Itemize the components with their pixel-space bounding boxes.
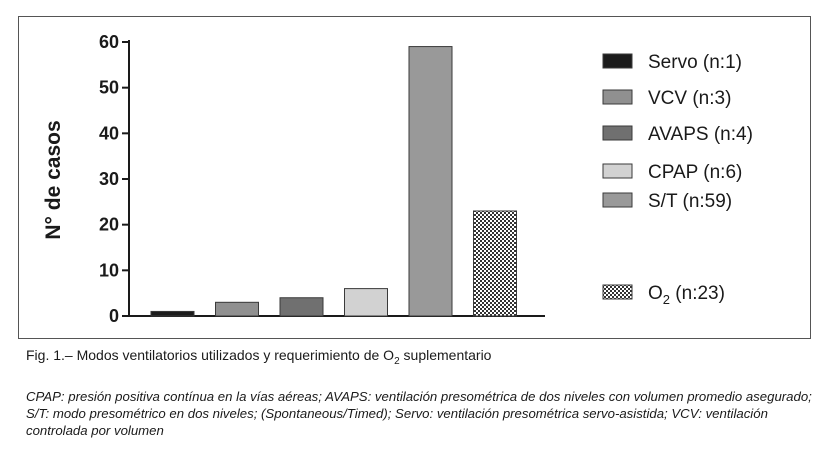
bar: [150, 310, 195, 317]
legend-swatch: [602, 163, 633, 179]
legend-label: O2 (n:23): [648, 283, 725, 307]
bars: [150, 46, 517, 317]
y-tick-label: 20: [99, 215, 119, 235]
legend: Servo (n:1) VCV (n:3) AVAPS (n:4) CPAP (n:6…: [602, 52, 753, 307]
y-tick-label: 0: [109, 306, 119, 326]
legend-swatch: [602, 125, 633, 141]
y-axis-label: N° de casos: [42, 120, 65, 239]
y-tick-label: 50: [99, 78, 119, 98]
bar: [408, 46, 453, 317]
legend-swatch: [602, 192, 633, 208]
legend-label: S/T (n:59): [648, 191, 732, 212]
bar: [215, 301, 259, 317]
bar: [344, 288, 388, 317]
legend-swatch: [602, 53, 633, 69]
legend-label: Servo (n:1): [648, 52, 742, 73]
bar-chart: N° de casos 0 10 20 30 40 50 60 Servo (n:1) VCV…: [42, 32, 753, 326]
figure-caption: Fig. 1.– Modos ventilatorios utilizados …: [26, 347, 492, 367]
abbreviations-note: CPAP: presión positiva contínua en la ví…: [26, 389, 812, 438]
legend-swatch: [602, 284, 633, 300]
bar: [473, 210, 517, 317]
legend-swatch: [602, 89, 633, 105]
y-tick-label: 10: [99, 260, 119, 280]
y-tick-label: 40: [99, 123, 119, 143]
legend-label: CPAP (n:6): [648, 162, 742, 183]
bar: [279, 297, 324, 317]
legend-label: AVAPS (n:4): [648, 124, 753, 145]
y-tick-label: 60: [99, 32, 119, 52]
legend-label: VCV (n:3): [648, 88, 731, 109]
figure-frame: [18, 16, 811, 339]
y-tick-label: 30: [99, 169, 119, 189]
